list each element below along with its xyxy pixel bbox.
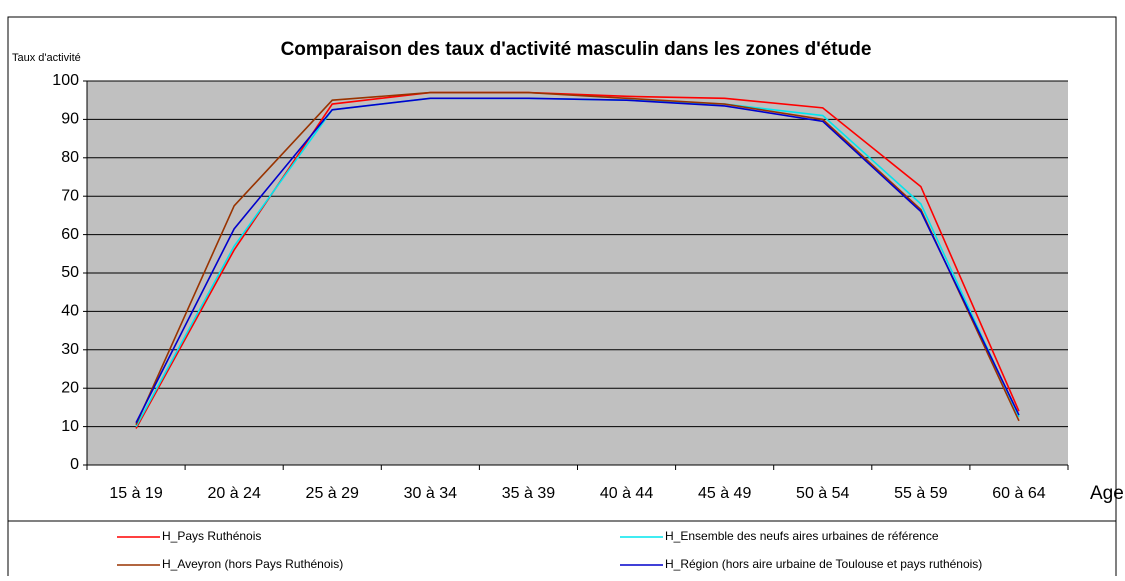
x-tick-label: 60 à 64 <box>992 485 1045 502</box>
legend-label: H_Ensemble des neufs aires urbaines de r… <box>665 529 939 543</box>
y-tick-label: 10 <box>61 418 79 435</box>
x-tick-label: 25 à 29 <box>306 485 359 502</box>
y-axis-label: Taux d'activité <box>12 52 81 64</box>
legend-label: H_Pays Ruthénois <box>162 529 261 543</box>
y-tick-label: 20 <box>61 379 79 396</box>
x-tick-label: 55 à 59 <box>894 485 947 502</box>
y-tick-label: 100 <box>52 72 79 89</box>
x-tick-label: 45 à 49 <box>698 485 751 502</box>
legend-label: H_Aveyron (hors Pays Ruthénois) <box>162 557 343 571</box>
legend-label: H_Région (hors aire urbaine de Toulouse … <box>665 557 982 571</box>
x-tick-label: 30 à 34 <box>404 485 457 502</box>
x-tick-label: 40 à 44 <box>600 485 653 502</box>
y-tick-label: 40 <box>61 303 79 320</box>
y-tick-label: 30 <box>61 341 79 358</box>
series-line <box>135 91 1020 426</box>
x-tick-label: 35 à 39 <box>502 485 555 502</box>
chart-title: Comparaison des taux d'activité masculin… <box>281 39 872 60</box>
y-tick-label: 70 <box>61 187 79 204</box>
y-tick-label: 90 <box>61 111 79 128</box>
y-tick-label: 60 <box>61 226 79 243</box>
y-tick-label: 0 <box>70 456 79 473</box>
series-line <box>135 97 1020 424</box>
x-tick-label: 50 à 54 <box>796 485 849 502</box>
x-tick-label: 15 à 19 <box>109 485 162 502</box>
y-tick-label: 50 <box>61 264 79 281</box>
y-tick-label: 80 <box>61 149 79 166</box>
x-axis-label: Age <box>1090 483 1124 504</box>
x-tick-label: 20 à 24 <box>207 485 260 502</box>
